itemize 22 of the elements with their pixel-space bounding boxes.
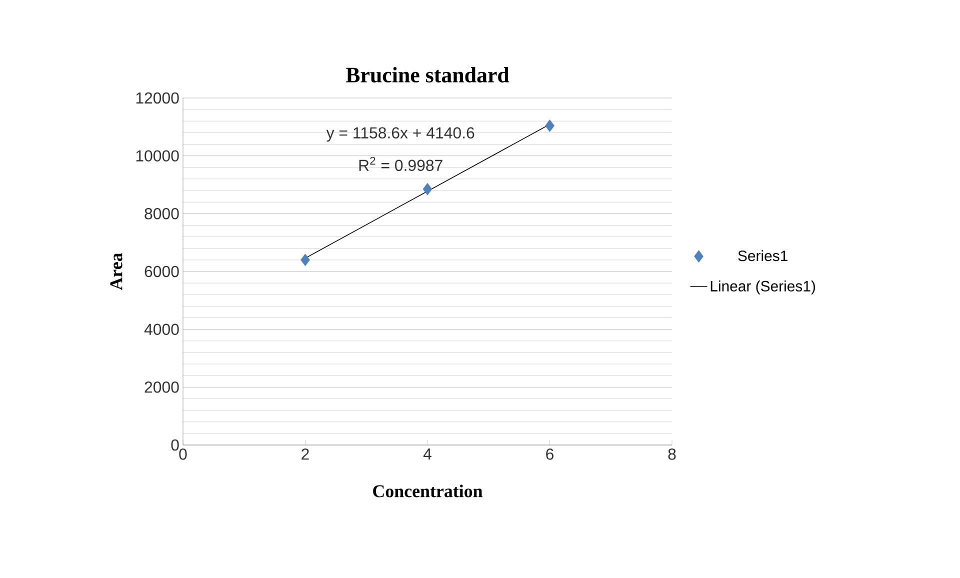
x-tick-label: 0 bbox=[179, 448, 187, 460]
y-tick-label: 4000 bbox=[144, 324, 179, 335]
legend-label: Linear (Series1) bbox=[710, 280, 816, 294]
x-axis-title: Concentration bbox=[373, 484, 483, 498]
x-tick-label: 4 bbox=[423, 448, 432, 460]
y-tick-label: 8000 bbox=[144, 208, 179, 220]
annotation: y = 1158.6x + 4140.6 bbox=[326, 127, 474, 142]
point bbox=[300, 254, 310, 266]
legend-label: Series1 bbox=[738, 250, 788, 262]
annotation: R$^{2}$ = 0.9987 bbox=[359, 156, 442, 172]
x-tick-label: 2 bbox=[302, 448, 309, 460]
y-tick-label: 12000 bbox=[136, 92, 179, 104]
y-tick-label: 2000 bbox=[144, 382, 179, 393]
x-tick-label: 8 bbox=[668, 448, 676, 460]
y-axis-title: Area bbox=[110, 253, 122, 290]
chart-title: Brucine standard bbox=[346, 67, 510, 82]
point bbox=[545, 120, 554, 132]
y-tick-label: 6000 bbox=[144, 266, 179, 278]
point bbox=[422, 182, 432, 196]
y-tick-label: 10000 bbox=[136, 150, 179, 162]
y-tick-label: 0 bbox=[171, 439, 179, 451]
x-tick-label: 6 bbox=[546, 448, 554, 460]
